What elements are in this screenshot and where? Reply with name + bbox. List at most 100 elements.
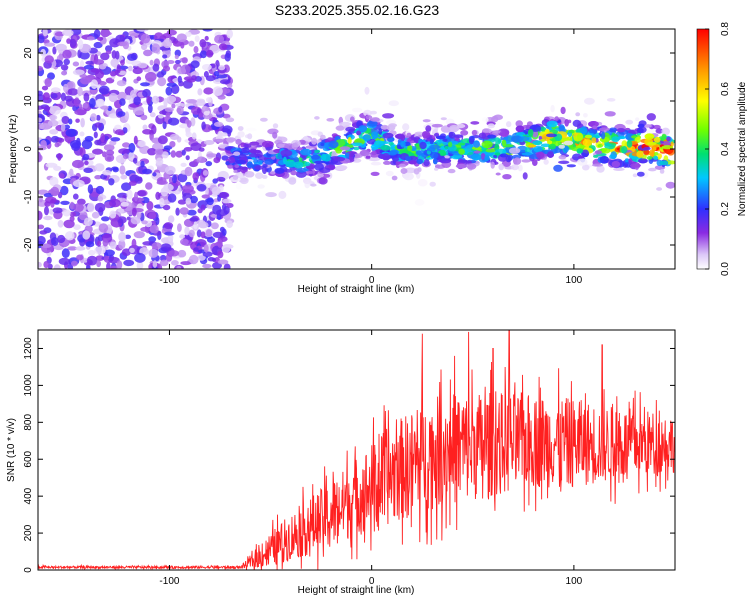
noise-blob [53, 165, 62, 171]
colorbar-ticks: 0.0 0.2 0.4 0.6 0.8 [705, 22, 731, 276]
noise-blob [118, 70, 127, 76]
signal-blob [458, 148, 465, 155]
signal-blob [403, 172, 414, 181]
noise-blob [115, 129, 124, 136]
noise-blob [217, 94, 226, 100]
signal-blob [487, 123, 495, 129]
signal-blob [470, 121, 480, 125]
signal-blob [484, 155, 490, 162]
noise-blob [140, 226, 151, 232]
noise-blob [151, 242, 162, 250]
noise-blob [50, 87, 61, 93]
x-tick-label: 100 [566, 576, 583, 587]
signal-blob [359, 149, 370, 156]
signal-blob [583, 113, 588, 118]
noise-blob [130, 216, 141, 225]
noise-blob [190, 60, 200, 69]
noise-blob [202, 64, 212, 71]
signal-blob [558, 155, 567, 160]
signal-blob [310, 183, 317, 187]
noise-blob [60, 200, 70, 205]
signal-blob [350, 116, 355, 122]
noise-blob [191, 132, 197, 140]
signal-blob [270, 170, 276, 175]
noise-blob [151, 95, 160, 104]
noise-blob [105, 45, 113, 52]
signal-blob [601, 131, 606, 140]
noise-blob [159, 259, 169, 267]
noise-blob [61, 116, 70, 124]
signal-blob [647, 141, 657, 146]
noise-blob [203, 140, 215, 145]
signal-blob [447, 168, 456, 174]
noise-blob [184, 226, 190, 236]
signal-blob [272, 123, 279, 129]
noise-blob [163, 145, 173, 150]
noise-blob [172, 174, 177, 184]
noise-blob [162, 121, 167, 130]
noise-blob [155, 157, 164, 166]
noise-blob [109, 241, 117, 249]
y-tick-label: 10 [23, 95, 34, 107]
signal-blob [508, 147, 521, 154]
colorbar-tick-label: 0.0 [720, 262, 731, 276]
noise-blob [162, 204, 171, 211]
signal-blob [593, 154, 599, 158]
noise-blob [38, 210, 43, 221]
noise-blob [205, 161, 213, 167]
signal-blob [606, 98, 616, 102]
noise-blob [167, 193, 177, 203]
signal-blob [550, 104, 555, 113]
signal-blob [380, 124, 389, 130]
signal-blob [460, 130, 469, 136]
noise-blob [133, 157, 138, 164]
noise-blob [118, 239, 126, 250]
signal-blob [642, 147, 651, 151]
noise-blob [59, 173, 65, 179]
signal-blob [577, 155, 584, 159]
signal-blob [278, 190, 287, 199]
noise-blob [44, 42, 56, 47]
noise-blob [188, 254, 199, 265]
noise-blob [129, 247, 135, 253]
signal-blob [525, 147, 531, 154]
noise-blob [216, 209, 228, 217]
noise-blob [110, 58, 119, 68]
signal-blob [370, 117, 380, 122]
signal-blob [408, 160, 418, 165]
signal-blob [473, 150, 481, 154]
signal-blob [513, 157, 522, 165]
noise-blob [147, 148, 157, 156]
noise-blob [176, 265, 182, 269]
noise-blob [179, 234, 186, 239]
noise-blob [40, 48, 46, 57]
signal-blob [655, 128, 664, 134]
signal-blob [628, 129, 640, 135]
noise-blob [226, 220, 234, 228]
noise-blob [49, 114, 58, 121]
signal-blob [400, 168, 408, 174]
noise-blob [117, 91, 127, 101]
signal-blob [543, 159, 549, 165]
noise-blob [65, 128, 77, 137]
signal-blob [365, 155, 371, 159]
signal-blob [371, 131, 379, 140]
noise-blob [213, 71, 220, 77]
signal-blob [402, 123, 410, 131]
noise-blob [185, 31, 192, 37]
signal-blob [382, 132, 394, 139]
noise-blob [146, 201, 154, 211]
noise-blob [171, 103, 176, 109]
signal-blob [604, 111, 616, 117]
signal-blob [546, 133, 557, 138]
signal-blob [362, 134, 372, 142]
noise-blob [38, 261, 42, 268]
noise-blob [191, 75, 197, 81]
noise-blob [180, 238, 189, 246]
signal-blob [653, 152, 659, 156]
signal-blob [262, 164, 268, 168]
noise-blob [149, 224, 159, 234]
noise-blob [80, 76, 91, 85]
noise-blob [164, 165, 176, 175]
noise-blob [44, 206, 49, 216]
